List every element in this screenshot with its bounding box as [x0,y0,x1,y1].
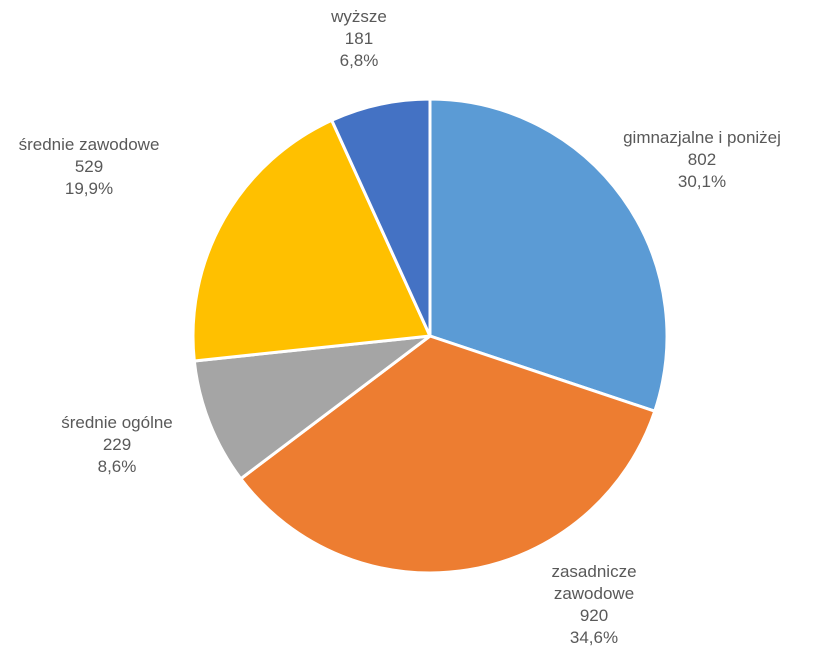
data-label-srednie-ogolne: średnie ogólne 229 8,6% [61,412,173,478]
slice-value-label: 181 [331,28,387,50]
data-label-wyzsze: wyższe 181 6,8% [331,6,387,72]
slice-percent-label: 19,9% [19,178,160,200]
slice-percent-label: 30,1% [623,171,781,193]
slice-name-label: średnie zawodowe [19,134,160,156]
slice-value-label: 229 [61,434,173,456]
slice-percent-label: 34,6% [551,627,636,649]
slice-value-label: 920 [551,605,636,627]
pie-slices [193,99,667,573]
slice-value-label: 802 [623,149,781,171]
slice-percent-label: 8,6% [61,456,173,478]
slice-value-label: 529 [19,156,160,178]
slice-name-label: wyższe [331,6,387,28]
data-label-zasadnicze-zawodowe: zasadnicze zawodowe 920 34,6% [551,561,636,649]
data-label-srednie-zawodowe: średnie zawodowe 529 19,9% [19,134,160,200]
slice-name-label: zawodowe [551,583,636,605]
slice-name-label: gimnazjalne i poniżej [623,127,781,149]
data-label-gimnazjalne-i-ponizej: gimnazjalne i poniżej 802 30,1% [623,127,781,193]
slice-name-label: średnie ogólne [61,412,173,434]
slice-name-label: zasadnicze [551,561,636,583]
slice-percent-label: 6,8% [331,50,387,72]
